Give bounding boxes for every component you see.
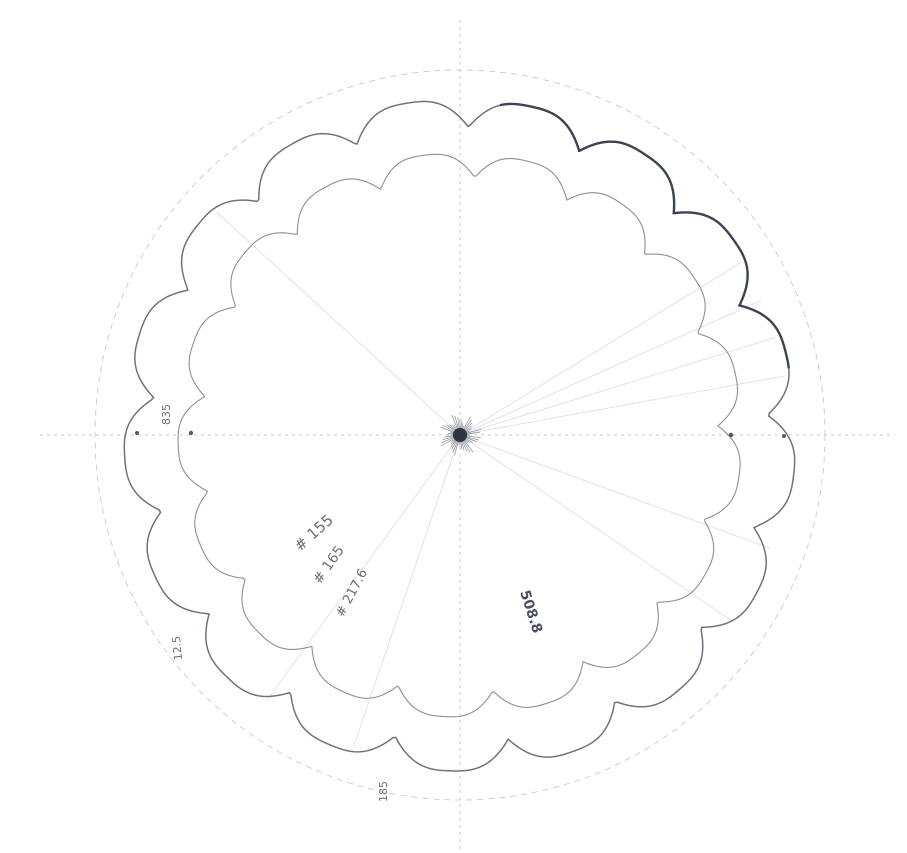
label-165: # 165 (310, 543, 348, 587)
outer-profile-highlight (499, 102, 790, 369)
construction-rays (216, 211, 785, 748)
construction-ray (352, 434, 461, 748)
inner-scalloped-profile (177, 153, 741, 718)
construction-ray (265, 434, 461, 703)
label-12-5: 12.5 (170, 635, 185, 661)
hub-core (453, 428, 467, 442)
axis-mark-left-outer (135, 431, 139, 435)
construction-ray (459, 300, 762, 436)
label-217-6: # 217.6 (333, 567, 371, 620)
label-508-8: 508.8 (516, 588, 545, 635)
construction-ray (459, 434, 771, 549)
axis-mark-left-inner (188, 430, 194, 436)
axis-mark-right-outer (782, 434, 786, 438)
center-hub (440, 414, 482, 456)
axis-mark-right-inner (728, 432, 734, 438)
label-185: 185 (377, 781, 390, 802)
construction-ray (459, 434, 733, 622)
construction-ray (216, 211, 461, 436)
construction-ray (459, 262, 742, 436)
construction-ray (459, 375, 785, 436)
construction-ray (459, 337, 776, 436)
label-835: 835 (160, 404, 173, 425)
